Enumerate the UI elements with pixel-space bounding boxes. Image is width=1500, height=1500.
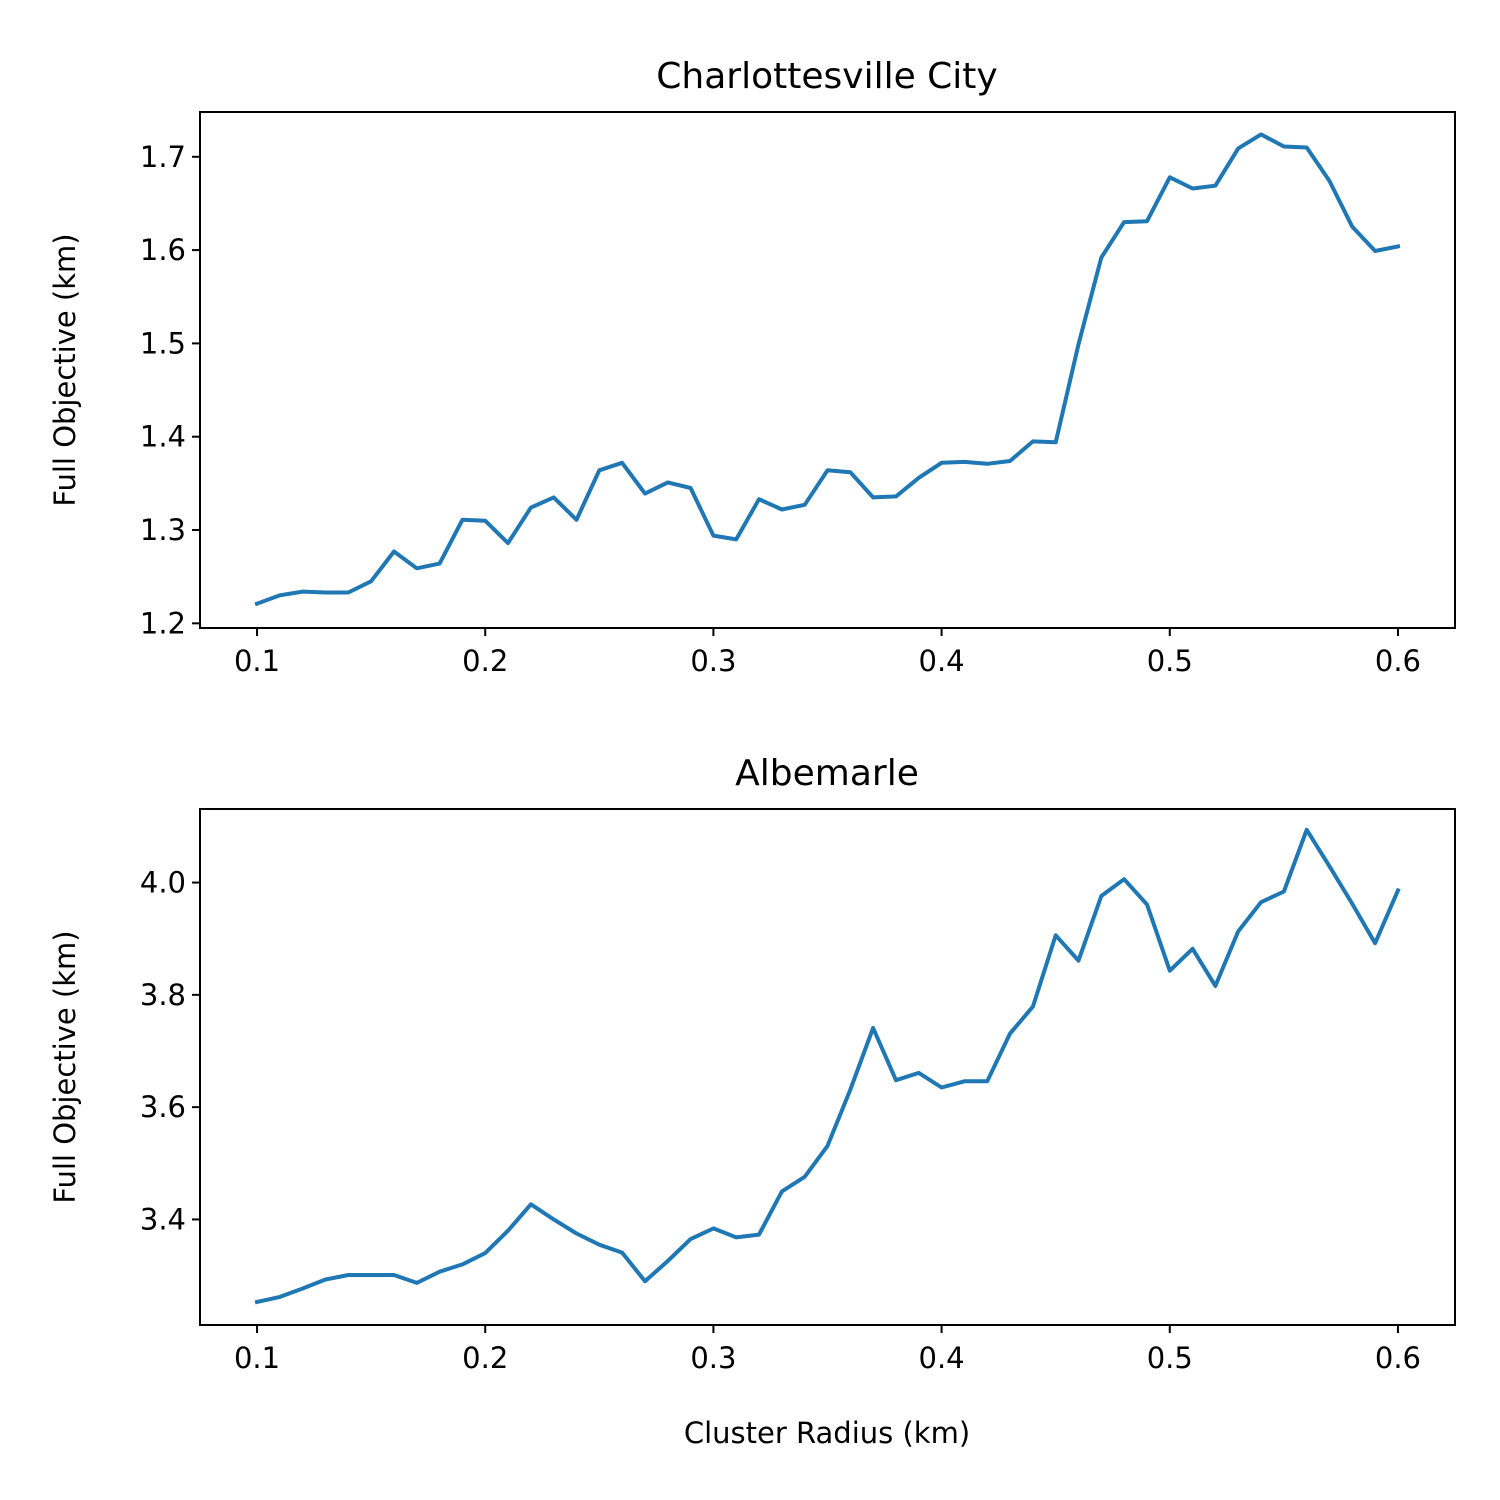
x-tick-label: 0.2 (462, 644, 508, 678)
y-tick-label: 1.6 (140, 233, 186, 267)
plot-frame (199, 808, 1456, 1326)
x-tick-label: 0.4 (919, 1341, 965, 1375)
y-tick-label: 3.4 (140, 1202, 186, 1236)
chart-title: Charlottesville City (656, 56, 997, 97)
series-line-group (254, 132, 1401, 607)
y-axis-label: Full Objective (km) (48, 930, 82, 1203)
x-tick-label: 0.2 (462, 1341, 508, 1375)
x-tick-label: 0.6 (1375, 644, 1421, 678)
series-line-group (254, 827, 1401, 1305)
y-axis-label: Full Objective (km) (48, 233, 82, 506)
chart-charlottesville-city: Charlottesville City Full Objective (km)… (48, 56, 1456, 678)
y-tick-label: 1.5 (140, 326, 186, 360)
plot-frame (199, 111, 1456, 629)
tick-group: 0.1 0.2 0.3 0.4 0.5 0.6 1.2 1.3 1.4 1.5 1.6 1.7 (140, 140, 1421, 678)
series-line (254, 827, 1401, 1305)
y-tick-label: 3.6 (140, 1090, 186, 1124)
y-tick-label: 4.0 (140, 866, 186, 900)
y-tick-label: 1.2 (140, 606, 186, 640)
x-tick-label: 0.3 (690, 644, 736, 678)
x-tick-label: 0.3 (690, 1341, 736, 1375)
x-tick-label: 0.5 (1147, 644, 1193, 678)
x-tick-label: 0.1 (234, 644, 280, 678)
tick-group: 0.1 0.2 0.3 0.4 0.5 0.6 3.4 3.6 3.8 4.0 (140, 866, 1421, 1375)
y-tick-label: 3.8 (140, 978, 186, 1012)
y-tick-label: 1.7 (140, 140, 186, 174)
x-tick-label: 0.1 (234, 1341, 280, 1375)
y-tick-label: 1.3 (140, 513, 186, 547)
x-tick-label: 0.4 (919, 644, 965, 678)
x-tick-label: 0.5 (1147, 1341, 1193, 1375)
series-line (254, 132, 1401, 607)
chart-title: Albemarle (735, 753, 919, 794)
x-tick-label: 0.6 (1375, 1341, 1421, 1375)
y-tick-label: 1.4 (140, 420, 186, 454)
chart-albemarle: Albemarle Full Objective (km) 0.1 0.2 0.3 0… (48, 753, 1456, 1450)
x-axis-label: Cluster Radius (km) (684, 1416, 970, 1450)
